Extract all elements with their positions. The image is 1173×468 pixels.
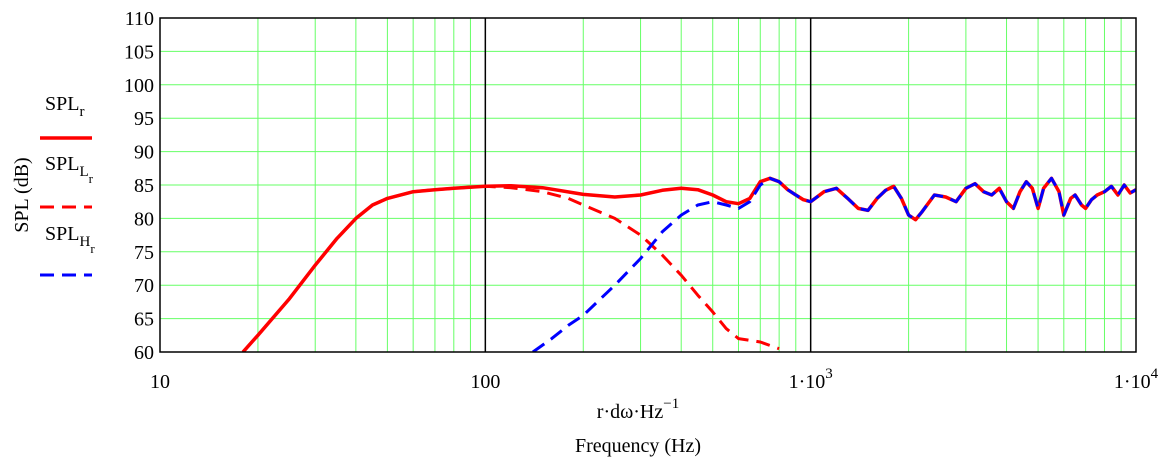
y-tick-labels: 60 65 70 75 80 85 90 95 100 105 110 bbox=[124, 8, 154, 364]
x-tick-label: 100 bbox=[470, 371, 500, 393]
y-tick-label: 75 bbox=[134, 242, 154, 264]
x-tick-labels: 10 100 1·103 1·104 bbox=[150, 366, 1159, 393]
x-tick-label: 1·104 bbox=[1114, 366, 1159, 393]
legend-label-SPL_L_r: SPLLr bbox=[45, 153, 94, 186]
y-tick-label: 80 bbox=[134, 208, 154, 230]
y-tick-label: 90 bbox=[134, 142, 154, 164]
y-tick-label: 105 bbox=[124, 41, 154, 63]
x-tick-label: 10 bbox=[150, 371, 170, 393]
legend: SPLr SPLLr SPLHr bbox=[40, 93, 95, 277]
y-tick-label: 65 bbox=[134, 309, 154, 331]
plot-frame bbox=[159, 17, 1137, 353]
series-line-SPL_H_r bbox=[532, 176, 1136, 352]
series-line-SPL_L_r bbox=[241, 184, 780, 352]
series-curves bbox=[241, 176, 1136, 352]
y-axis-label: SPL (dB) bbox=[11, 157, 33, 232]
x-axis-expression: r·dω·Hz−1 bbox=[597, 396, 679, 423]
y-tick-label: 110 bbox=[125, 8, 154, 30]
y-tick-label: 70 bbox=[134, 275, 154, 297]
legend-label-SPL_r: SPLr bbox=[45, 93, 84, 120]
legend-label-SPL_H_r: SPLHr bbox=[45, 223, 95, 256]
grid-lines bbox=[160, 17, 1136, 353]
x-axis-caption: Frequency (Hz) bbox=[575, 435, 701, 457]
y-tick-label: 100 bbox=[124, 75, 154, 97]
x-tick-label: 1·103 bbox=[789, 366, 833, 393]
y-tick-label: 60 bbox=[134, 342, 154, 364]
y-tick-label: 85 bbox=[134, 175, 154, 197]
axis-labels: r·dω·Hz−1 Frequency (Hz) SPL (dB) bbox=[11, 157, 701, 457]
y-tick-label: 95 bbox=[134, 108, 154, 130]
